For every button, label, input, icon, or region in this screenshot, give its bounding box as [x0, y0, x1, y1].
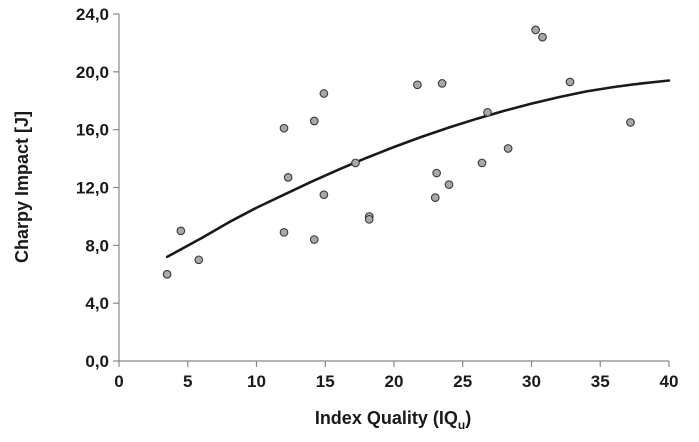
- data-point: [430, 193, 440, 202]
- x-tick-label: 5: [183, 372, 192, 391]
- y-tick-label: 4,0: [85, 294, 109, 313]
- trendline-layer: [165, 79, 671, 259]
- data-point: [176, 226, 186, 236]
- data-point: [565, 77, 575, 87]
- y-tick-label: 16,0: [76, 121, 109, 140]
- data-point: [279, 123, 289, 133]
- x-tick-label: 20: [385, 372, 404, 391]
- x-axis-title: Index Quality (IQu): [315, 408, 471, 432]
- data-point: [444, 180, 454, 189]
- x-tick-label: 10: [247, 372, 266, 391]
- y-axis-title: Charpy Impact [J]: [12, 111, 32, 263]
- x-tick-label: 30: [522, 372, 541, 391]
- x-tick-label: 15: [316, 372, 335, 391]
- data-point: [364, 214, 374, 224]
- data-point: [432, 168, 441, 178]
- trendline: [165, 79, 671, 259]
- y-tick-label: 24,0: [76, 5, 109, 24]
- data-point: [437, 79, 447, 88]
- data-point: [309, 116, 319, 126]
- data-point: [319, 89, 329, 98]
- data-point: [162, 269, 172, 279]
- y-tick-label: 0,0: [85, 352, 109, 371]
- data-point: [538, 32, 547, 42]
- data-point: [483, 107, 492, 117]
- x-tick-label: 0: [114, 372, 123, 391]
- data-point: [626, 118, 635, 127]
- data-point: [309, 235, 319, 244]
- x-tick-label: 35: [591, 372, 610, 391]
- x-axis-title-subscript: u: [458, 418, 465, 432]
- data-point: [503, 144, 513, 153]
- data-point: [477, 158, 487, 168]
- x-axis-title-close: ): [465, 408, 471, 428]
- data-point: [351, 158, 360, 168]
- data-point: [413, 80, 422, 90]
- y-tick-label: 8,0: [85, 236, 109, 255]
- data-point: [531, 25, 540, 35]
- data-point: [283, 173, 293, 182]
- data-point: [279, 227, 289, 237]
- axis-labels: Index Quality (IQu) Charpy Impact [J]: [12, 111, 471, 432]
- x-tick-label: 25: [453, 372, 472, 391]
- data-points: [162, 25, 635, 279]
- x-tick-label: 40: [660, 372, 679, 391]
- axes: 0,0 4,0 8,0 12,0 16,0 20,0 24,0 0 5 10 15 20 25 30 35 4…: [76, 5, 679, 391]
- data-point: [319, 190, 329, 200]
- y-tick-label: 20,0: [76, 63, 109, 82]
- data-point: [194, 255, 204, 265]
- y-tick-label: 12,0: [76, 179, 109, 198]
